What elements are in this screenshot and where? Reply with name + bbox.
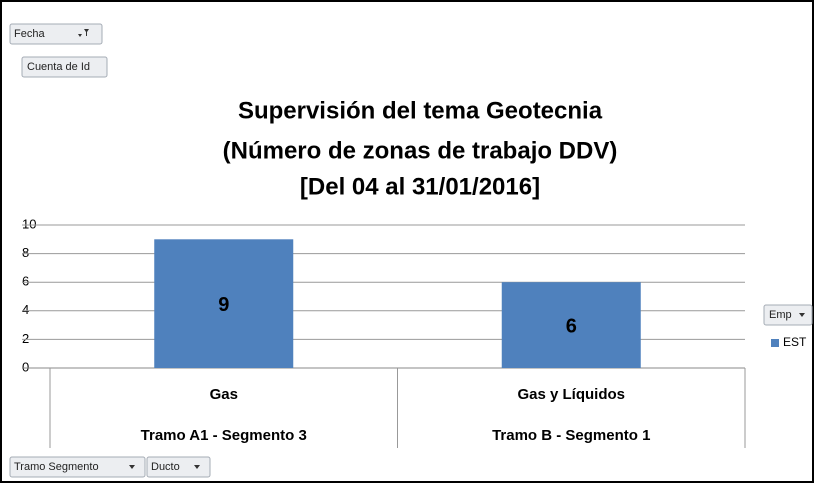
dropdown-icon bbox=[799, 313, 805, 317]
button-bg bbox=[21, 56, 108, 78]
filter-icon bbox=[78, 29, 89, 37]
x-group-label: Tramo A1 - Segmento 3 bbox=[141, 427, 307, 444]
button-label: Tramo Segmento bbox=[14, 461, 99, 473]
legend-label: EST bbox=[783, 335, 807, 349]
x-group-label: Tramo B - Segmento 1 bbox=[492, 427, 650, 444]
button-bg bbox=[9, 456, 146, 478]
x-tick-label: Gas y Líquidos bbox=[517, 386, 625, 403]
button-label: Fecha bbox=[14, 28, 45, 40]
ducto-button[interactable]: Ducto bbox=[146, 456, 211, 478]
button-label: Ducto bbox=[151, 461, 180, 473]
button-bg bbox=[146, 456, 211, 478]
bar bbox=[501, 282, 641, 368]
data-label: 6 bbox=[566, 315, 577, 337]
tramo-button[interactable]: Tramo Segmento bbox=[9, 456, 146, 478]
y-tick-label: 2 bbox=[22, 331, 29, 346]
chart-title: Supervisión del tema Geotecnia bbox=[238, 97, 603, 124]
dropdown-icon bbox=[129, 465, 135, 469]
emp-button[interactable]: Emp bbox=[763, 304, 813, 326]
x-tick-label: Gas bbox=[210, 386, 238, 403]
y-tick-label: 0 bbox=[22, 359, 29, 374]
values-button[interactable]: Cuenta de Id bbox=[21, 56, 108, 78]
y-tick-label: 8 bbox=[22, 245, 29, 260]
button-bg bbox=[9, 23, 103, 45]
bar bbox=[154, 239, 294, 368]
data-label: 9 bbox=[218, 294, 229, 316]
y-tick-label: 4 bbox=[22, 302, 29, 317]
dropdown-icon bbox=[194, 465, 200, 469]
button-label: Cuenta de Id bbox=[27, 61, 90, 73]
legend-swatch bbox=[771, 339, 779, 347]
chart-title: [Del 04 al 31/01/2016] bbox=[300, 173, 540, 200]
button-label: Emp bbox=[769, 309, 792, 321]
fecha-button[interactable]: Fecha bbox=[9, 23, 103, 45]
y-tick-label: 10 bbox=[22, 216, 36, 231]
y-tick-label: 6 bbox=[22, 274, 29, 289]
chart-title: (Número de zonas de trabajo DDV) bbox=[223, 137, 618, 164]
button-bg bbox=[763, 304, 813, 326]
